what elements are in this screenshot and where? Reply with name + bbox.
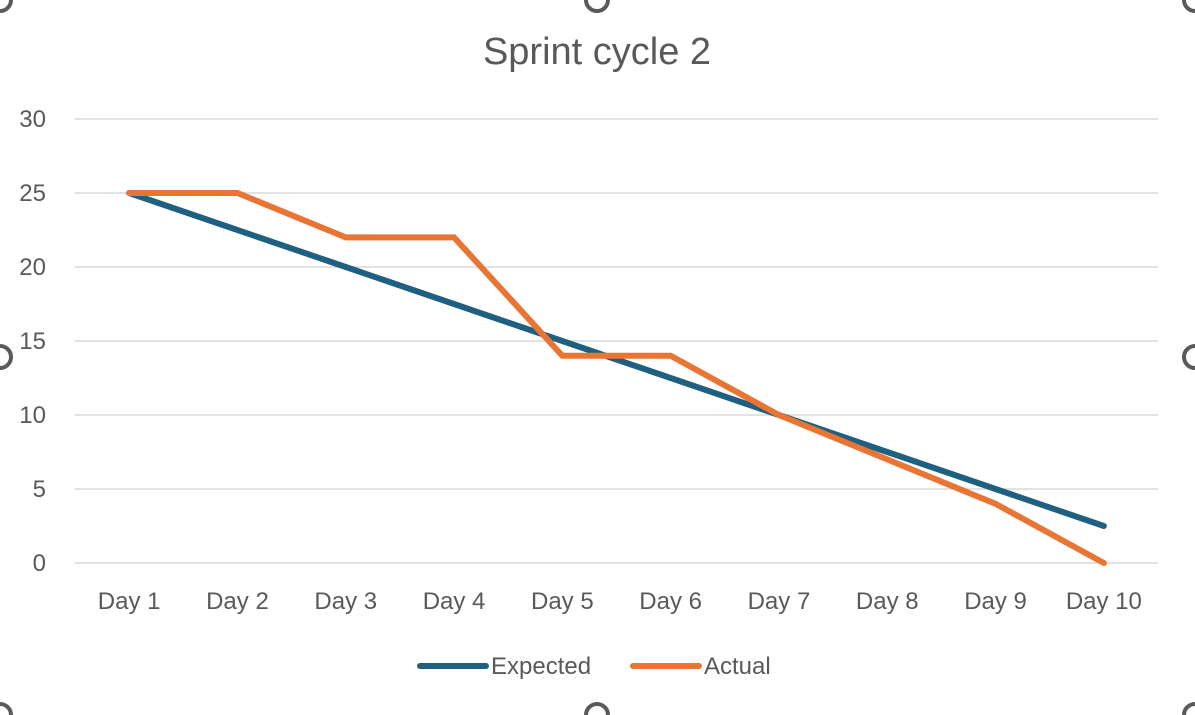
y-tick-label: 30 [19,106,46,133]
x-tick-label: Day 4 [423,588,486,615]
x-tick-label: Day 2 [206,588,269,615]
series-line-actual[interactable] [126,190,1107,566]
y-tick-label: 20 [19,254,46,281]
resize-handle-middle-right[interactable] [1182,344,1195,370]
x-tick-label: Day 8 [856,588,919,615]
y-tick-label: 0 [33,550,46,577]
x-axis-tick-labels: Day 1 Day 2 Day 3 Day 4 Day 5 Day 6 Day 7 Day 8… [98,588,1142,615]
resize-handle-top-right[interactable] [1182,0,1195,13]
y-tick-label: 10 [19,402,46,429]
gridlines [75,118,1158,564]
resize-handle-bottom-right[interactable] [1182,702,1195,715]
x-tick-label: Day 7 [748,588,811,615]
x-tick-label: Day 6 [639,588,702,615]
y-tick-label: 5 [33,476,46,503]
legend: Expected Actual [417,653,771,680]
legend-label-expected: Expected [491,653,591,680]
resize-handle-top-left[interactable] [0,0,13,13]
resize-handle-bottom-center[interactable] [584,702,610,715]
resize-handle-middle-left[interactable] [0,344,13,370]
x-tick-label: Day 9 [964,588,1027,615]
legend-label-actual: Actual [704,653,771,680]
series-line-expected[interactable] [126,190,1107,529]
resize-handle-bottom-left[interactable] [0,702,13,715]
chart-title: Sprint cycle 2 [483,31,711,73]
y-tick-label: 15 [19,328,46,355]
y-axis-tick-labels: 0 5 10 15 20 25 30 [19,106,46,577]
x-tick-label: Day 3 [314,588,377,615]
x-tick-label: Day 1 [98,588,161,615]
x-tick-label: Day 10 [1066,588,1142,615]
x-tick-label: Day 5 [531,588,594,615]
y-tick-label: 25 [19,180,46,207]
resize-handle-top-center[interactable] [584,0,610,13]
series-lines [126,190,1107,566]
